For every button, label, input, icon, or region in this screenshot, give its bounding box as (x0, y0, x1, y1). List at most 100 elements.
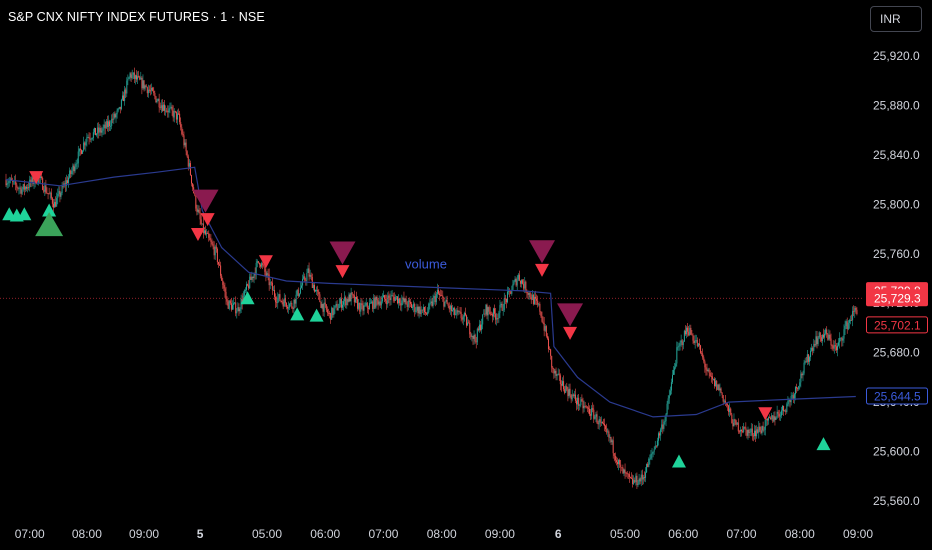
candle (423, 304, 424, 315)
candle (572, 390, 573, 402)
currency-button[interactable]: INR (870, 6, 922, 32)
candle (140, 72, 141, 80)
candle (521, 279, 522, 288)
candle (462, 314, 463, 323)
price-axis[interactable]: 25,560.025,600.025,640.025,680.025,720.0… (866, 49, 928, 508)
strong-buy-signal-marker (35, 212, 63, 236)
price-axis-label: 25,729.3 (866, 289, 928, 306)
strong-sell-signal-marker (557, 303, 583, 326)
candle (355, 297, 356, 303)
candle (691, 330, 692, 335)
candle (314, 282, 315, 293)
candle (763, 422, 764, 433)
candle (282, 299, 283, 304)
candle (315, 289, 316, 291)
candle (127, 75, 128, 86)
candle (130, 72, 131, 81)
candle (639, 474, 640, 485)
candle (16, 183, 17, 193)
candle (781, 407, 782, 418)
time-axis[interactable]: 07:00 08:00 09:00 5 05:00 06:00 07:00 08:00 09:0… (15, 527, 874, 541)
candle (505, 295, 506, 304)
candle (599, 416, 600, 430)
candle (718, 384, 719, 391)
candle (838, 338, 839, 347)
candle (740, 427, 741, 437)
candle (469, 320, 470, 338)
candle (784, 410, 785, 412)
candle (365, 302, 366, 307)
candle (686, 326, 687, 338)
candle (70, 170, 71, 179)
candle (307, 265, 308, 273)
candle (782, 405, 783, 415)
candle (132, 70, 133, 80)
candle (800, 370, 801, 387)
candle (351, 288, 352, 305)
x-tick-label: 05:00 (610, 527, 640, 541)
candle (826, 326, 827, 338)
candle (421, 306, 422, 317)
candle (295, 299, 296, 308)
candle (226, 287, 227, 305)
candle (625, 463, 626, 478)
candle (767, 418, 768, 426)
candle (376, 295, 377, 306)
candle (425, 306, 426, 316)
candle (730, 407, 731, 415)
candle (614, 453, 615, 461)
y-tick-label: 25,920.0 (873, 49, 920, 63)
candle (293, 299, 294, 314)
candle (312, 274, 313, 288)
candle (311, 273, 312, 281)
candle (616, 457, 617, 466)
candle (179, 111, 180, 125)
candle (217, 247, 218, 264)
candle (831, 334, 832, 349)
candle (751, 423, 752, 436)
candle (429, 299, 430, 309)
candle (413, 301, 414, 313)
candle (507, 287, 508, 304)
candle (392, 290, 393, 296)
candle (336, 301, 337, 307)
candle (136, 70, 137, 82)
candle (94, 128, 95, 135)
candle (214, 241, 215, 259)
candle (479, 320, 480, 333)
candle (529, 292, 530, 300)
candle (535, 291, 536, 305)
candle (806, 357, 807, 363)
candle (442, 291, 443, 302)
candle (90, 133, 91, 142)
candle (834, 341, 835, 354)
candle (50, 191, 51, 199)
candle (513, 280, 514, 285)
candle (630, 477, 631, 479)
symbol-title[interactable]: S&P CNX NIFTY INDEX FUTURES · 1 · NSE (8, 10, 265, 24)
vwap-layer (0, 167, 862, 417)
candle (674, 363, 675, 375)
candle (768, 416, 769, 424)
candle (385, 295, 386, 304)
candle (432, 298, 433, 307)
candle (382, 293, 383, 303)
candle (411, 302, 412, 308)
candle (623, 469, 624, 477)
candle (144, 80, 145, 91)
candle (776, 416, 777, 420)
candle (716, 380, 717, 391)
candle (681, 335, 682, 347)
candle (495, 308, 496, 324)
candle (493, 308, 494, 321)
candle (440, 289, 441, 296)
candle (168, 105, 169, 117)
candle (731, 413, 732, 424)
candle (829, 330, 830, 341)
candle (247, 284, 248, 287)
candle (441, 290, 442, 296)
y-tick-label: 25,880.0 (873, 98, 920, 112)
candle (160, 103, 161, 110)
candle (301, 282, 302, 289)
